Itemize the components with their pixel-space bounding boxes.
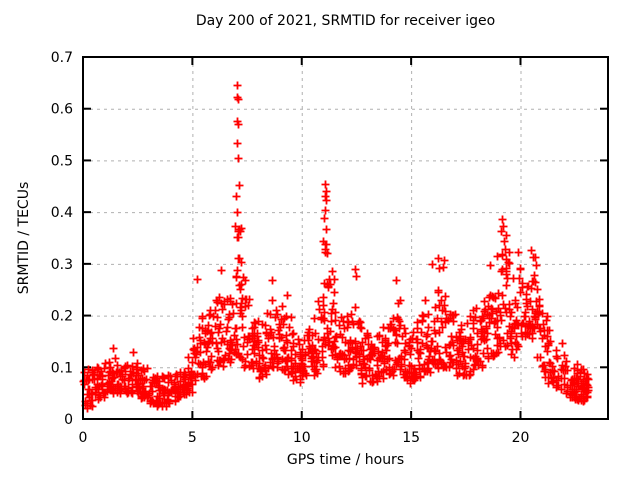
y-axis-label-text: SRMTID / TECUs <box>16 181 32 295</box>
tick-labels: 0 5 10 15 20 0 0.1 0.2 0.3 0.4 0.5 0.6 0.7 <box>51 50 530 446</box>
x-tick-label: 5 <box>188 430 197 446</box>
y-tick-label: 0.3 <box>51 257 73 273</box>
y-tick-label: 0 <box>64 412 73 428</box>
x-tick-label: 0 <box>79 430 88 446</box>
plot-border <box>82 56 609 420</box>
y-tick-label: 0.4 <box>51 205 73 221</box>
plot-border-rect <box>82 56 609 420</box>
scatter-points <box>79 81 593 413</box>
x-tick-label: 10 <box>293 430 311 446</box>
srmtid-scatter-series <box>79 81 593 413</box>
y-tick-label: 0.1 <box>51 360 73 376</box>
x-axis-label: GPS time / hours <box>286 452 405 468</box>
y-tick-label: 0.7 <box>51 50 73 66</box>
y-tick-label: 0.6 <box>51 102 73 118</box>
chart-title: Day 200 of 2021, SRMTID for receiver ige… <box>195 13 496 29</box>
y-tick-label: 0.5 <box>51 153 73 169</box>
x-tick-label: 15 <box>402 430 420 446</box>
x-tick-label: 20 <box>512 430 530 446</box>
y-tick-label: 0.2 <box>51 309 73 325</box>
